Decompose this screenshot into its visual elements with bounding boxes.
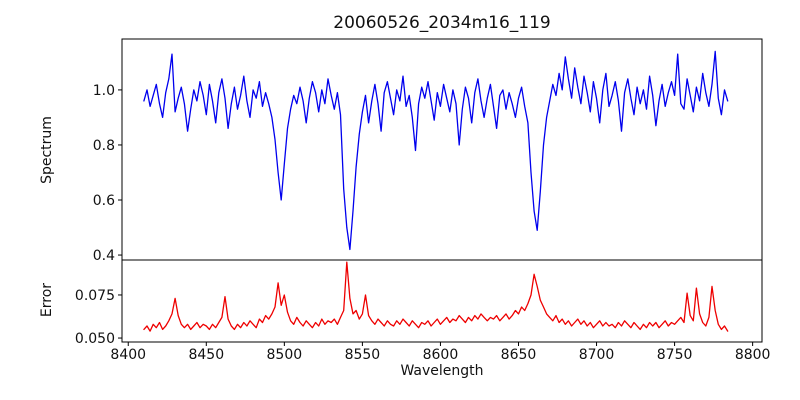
x-tick-label: 8500 [267, 347, 303, 363]
x-tick-label: 8450 [188, 347, 224, 363]
spectrum-y-tick-label: 0.8 [93, 138, 115, 154]
spectrum-y-tick-label: 0.4 [93, 248, 115, 264]
x-tick-label: 8650 [501, 347, 537, 363]
x-axis-label: Wavelength [400, 363, 484, 379]
x-tick-label: 8800 [735, 347, 771, 363]
spectrum-y-tick-label: 0.6 [93, 193, 115, 209]
chart-title: 20060526_2034m16_119 [333, 13, 551, 33]
error-axes-frame [121, 259, 763, 343]
x-tick-label: 8550 [345, 347, 381, 363]
error-y-tick-label: 0.075 [75, 288, 115, 304]
error-line [143, 261, 729, 332]
x-tick-label: 8750 [657, 347, 693, 363]
spectrum-axes-frame [121, 38, 763, 261]
x-tick-label: 8700 [579, 347, 615, 363]
x-tick-label: 8400 [110, 347, 146, 363]
x-tick-label: 8600 [423, 347, 459, 363]
spectrum-line [143, 50, 729, 251]
spectrum-y-tick-label: 1.0 [93, 83, 115, 99]
error-y-tick-label: 0.050 [75, 331, 115, 347]
